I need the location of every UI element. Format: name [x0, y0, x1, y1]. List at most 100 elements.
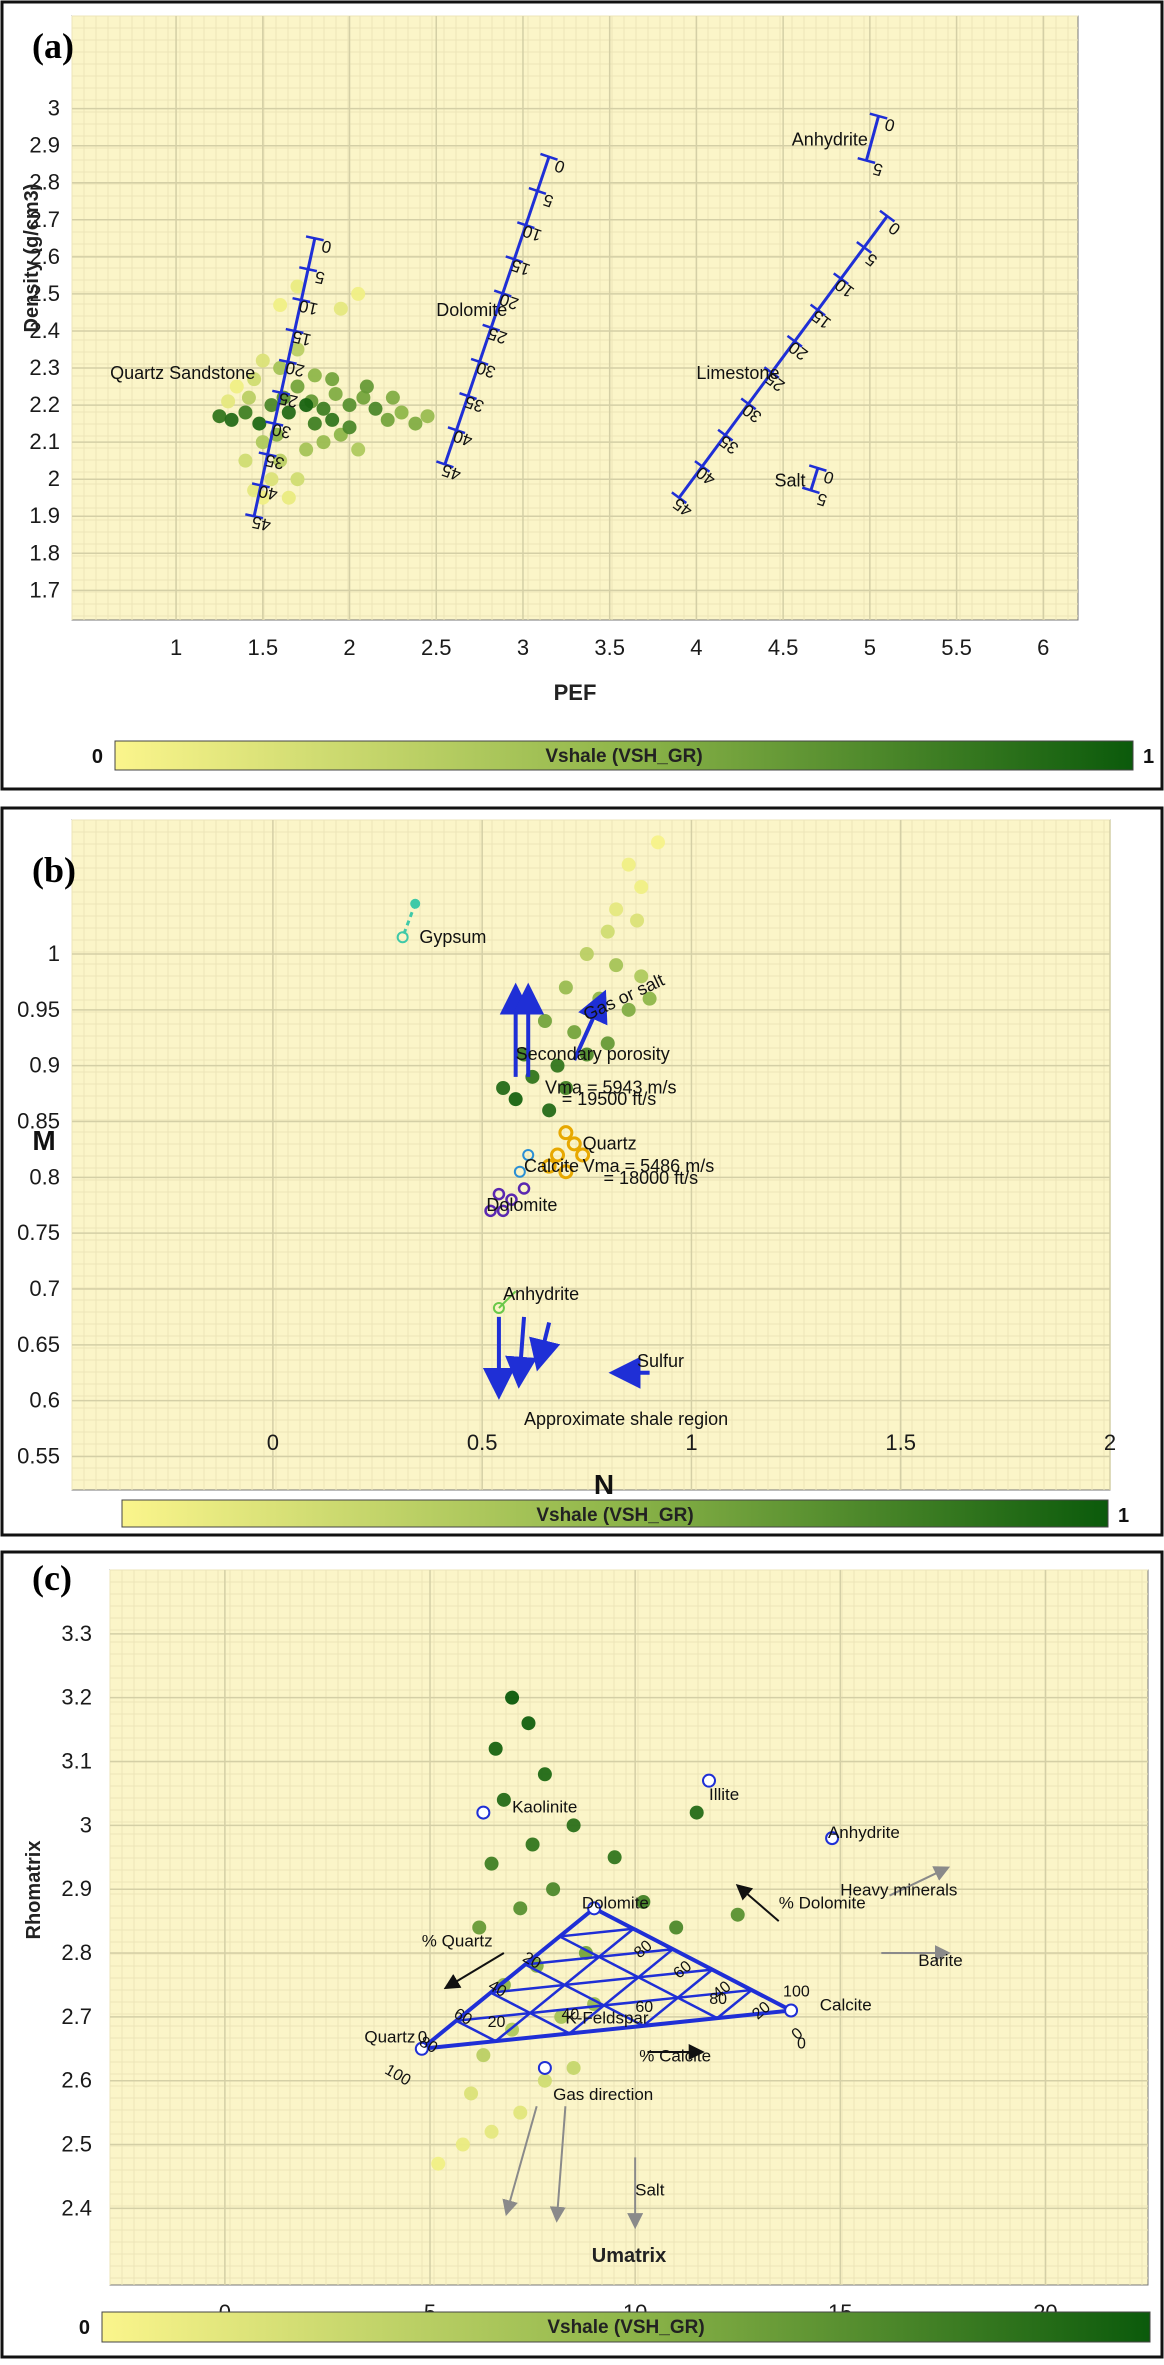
mineral-line-tick — [832, 272, 849, 286]
data-point — [333, 301, 348, 316]
annotation: Vma = 5943 m/s — [545, 1078, 677, 1098]
panel-a-frame — [0, 0, 1164, 791]
y-tick-label: 0.6 — [29, 1388, 60, 1413]
ternary-tick-label: 40 — [562, 2006, 580, 2023]
mineral-marker — [702, 1773, 717, 1788]
y-tick-label: 2.1 — [29, 429, 60, 454]
mineral-line-tick — [763, 366, 780, 379]
data-point — [521, 1716, 536, 1731]
direction-arrow — [889, 1866, 951, 1897]
mineral-line-tick — [717, 428, 734, 442]
x-tick-label: 1.5 — [885, 1430, 916, 1455]
ternary-tick-label: 20 — [488, 2014, 506, 2031]
mineral-line — [443, 156, 551, 465]
y-tick-label: 2.9 — [61, 1876, 92, 1901]
mineral-line-tick — [493, 289, 512, 298]
y-tick-label: 0.7 — [29, 1276, 60, 1301]
ternary-grid-line — [559, 1927, 634, 1938]
mineral-line-tick — [540, 152, 558, 161]
endmember-marker — [784, 2003, 799, 2018]
dolomite-marker — [496, 1204, 510, 1218]
data-point — [650, 835, 665, 850]
anhydrite-marker — [492, 1301, 505, 1314]
data-point — [325, 372, 340, 387]
data-point — [550, 1058, 565, 1073]
x-axis-label: N — [594, 1469, 614, 1500]
panel-label: (c) — [32, 1558, 72, 1598]
data-point — [212, 409, 227, 424]
data-point — [431, 2156, 446, 2171]
mineral-line-tick — [278, 358, 297, 365]
data-point — [264, 398, 279, 413]
mineral-line-tick — [435, 460, 454, 469]
x-tick-label: 1.5 — [247, 635, 278, 660]
data-point — [241, 390, 256, 405]
mineral-line-tick — [482, 323, 501, 332]
minor-grid — [71, 819, 1110, 1490]
x-tick-label: 1 — [685, 1430, 697, 1455]
annotation: = 18000 ft/s — [604, 1168, 699, 1188]
annotation: Illite — [709, 1785, 739, 1804]
data-point — [264, 472, 279, 487]
mineral-line-tick — [879, 209, 896, 223]
mineral-marker — [825, 1831, 840, 1846]
data-point — [558, 980, 573, 995]
y-tick-label: 1 — [48, 941, 60, 966]
mineral-line-tick — [265, 420, 284, 427]
y-tick-label: 0.55 — [17, 1444, 60, 1469]
x-tick-label: 1 — [170, 635, 182, 660]
y-axis-label: Density (g/cm3) — [21, 184, 43, 333]
data-point — [542, 1103, 557, 1118]
y-tick-label: 0.95 — [17, 997, 60, 1022]
mineral-marker — [476, 1805, 491, 1820]
annotation: Dolomite — [486, 1195, 557, 1215]
y-tick-label: 2.9 — [29, 133, 60, 158]
x-tick-label: 2 — [343, 635, 355, 660]
ternary-grid — [415, 1905, 798, 2052]
annotation: Secondary porosity — [516, 1044, 670, 1064]
gypsum-marker — [410, 898, 421, 909]
colorbar-title: Vshale (VSH_GR) — [536, 1505, 693, 1526]
ternary-tick-label: 100 — [783, 1983, 810, 2000]
ternary-grid-line — [490, 1991, 571, 2035]
mineral-line-tick-label: 45 — [250, 512, 273, 535]
data-points — [431, 1690, 745, 2171]
mineral-line-tick — [272, 389, 291, 396]
data-point — [342, 420, 357, 435]
y-tick-label: 2.6 — [29, 244, 60, 269]
data-point — [669, 1920, 684, 1935]
mineral-line-tick — [869, 112, 888, 120]
data-point — [273, 298, 288, 313]
data-point — [537, 1014, 552, 1028]
dolomite-marker — [484, 1204, 497, 1218]
data-point — [537, 2073, 552, 2088]
direction-arrow — [443, 1952, 505, 1990]
x-tick-label: 2.5 — [421, 635, 452, 660]
annotation: % Dolomite — [779, 1893, 866, 1912]
mineral-line-tick-label: 0 — [320, 236, 333, 257]
anhydrite-line — [498, 1290, 517, 1309]
mineral-line-tick — [292, 296, 311, 304]
y-tick-label: 0.9 — [29, 1053, 60, 1078]
mineral-line-tick — [809, 303, 826, 317]
data-point — [224, 412, 239, 427]
x-tick-label: 4.5 — [768, 635, 799, 660]
panel-a: 1 1.5 2 2.5 3 3.5 4 4.5 5 5.5 6 3 2.9 2.8 2.7 2.6 2.5 2.4… — [21, 15, 1154, 771]
data-point — [281, 405, 296, 420]
x-tick-label: 0 — [267, 1430, 279, 1455]
mineral-line-tick — [470, 357, 489, 366]
ternary-grid-line — [559, 1935, 718, 2020]
annotation: Quartz — [364, 2027, 415, 2046]
data-point — [476, 2048, 491, 2063]
y-tick-label: 2.7 — [29, 207, 60, 232]
mineral-line-tick — [786, 334, 803, 348]
endmember-marker — [414, 2041, 429, 2056]
mineral-label: Limestone — [696, 363, 779, 383]
data-point — [484, 1856, 499, 1871]
y-tick-label: 3 — [48, 96, 60, 121]
data-point — [634, 880, 649, 894]
annotation: Salt — [635, 2181, 665, 2200]
colorbar-title: Vshale (VSH_GR) — [547, 2317, 704, 2338]
data-point — [455, 2137, 470, 2152]
data-point — [579, 947, 594, 961]
